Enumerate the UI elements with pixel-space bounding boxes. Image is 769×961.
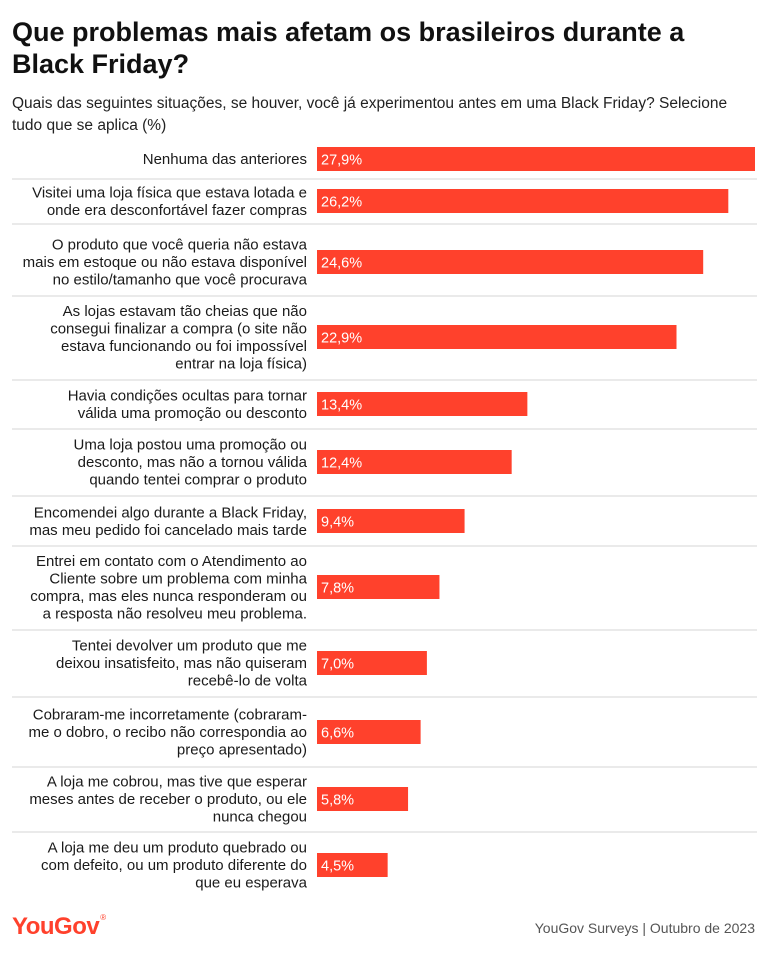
- bar: [317, 189, 729, 213]
- bar: [317, 147, 755, 171]
- category-label-line: Tentei devolver um produto que me: [72, 638, 307, 655]
- bar-row: 5,8% A loja me cobrou, mas tive que esper…: [29, 774, 409, 826]
- bar-row: 22,9% As lojas estavam tão cheias que não…: [50, 303, 677, 373]
- category-label: Cobraram-me incorretamente (cobraram-me …: [28, 707, 307, 759]
- chart-title: Que problemas mais afetam os brasileiros…: [12, 17, 685, 79]
- bar-value-label: 22,9%: [321, 331, 362, 347]
- bar-value-label: 24,6%: [321, 256, 362, 272]
- bar: [317, 853, 388, 877]
- category-label-line: que eu esperava: [195, 875, 307, 892]
- category-label-line: onde era desconfortável fazer compras: [47, 202, 307, 219]
- bar: [317, 575, 440, 599]
- category-label: Visitei uma loja física que estava lotad…: [32, 184, 307, 219]
- bar-row: 27,9% Nenhuma das anteriores: [143, 147, 755, 171]
- bar: [317, 392, 528, 416]
- category-label-line: Cobraram-me incorretamente (cobraram-: [33, 707, 307, 724]
- category-label: A loja me cobrou, mas tive que esperar me…: [29, 774, 307, 826]
- bar-row: 12,4% Uma loja postou uma promoção ou desc…: [74, 437, 512, 489]
- category-label-line: Nenhuma das anteriores: [143, 151, 307, 168]
- category-label-line: me o dobro, o recibo não correspondia ao: [28, 724, 307, 741]
- category-label-line: recebê-lo de volta: [188, 673, 308, 690]
- bar: [317, 720, 421, 744]
- bar-row: 7,8% Entrei em contato com o Atendimento …: [30, 553, 440, 623]
- source-note: YouGov Surveys | Outubro de 2023: [534, 920, 755, 936]
- bar-row: 7,0% Tentei devolver um produto que me dei…: [56, 638, 427, 690]
- category-label-line: desconto, mas não a tornou válida: [78, 454, 308, 471]
- category-label: A loja me deu um produto quebrado ou com …: [41, 840, 308, 892]
- category-label-line: válida uma promoção ou desconto: [78, 405, 307, 422]
- bar-value-label: 4,5%: [321, 859, 354, 875]
- category-label-line: compra, mas eles nunca responderam ou: [30, 588, 307, 605]
- category-label-line: quando tentei comprar o produto: [89, 472, 307, 489]
- bar: [317, 325, 677, 349]
- category-label-line: mas meu pedido foi cancelado mais tarde: [29, 522, 307, 539]
- category-label-line: Cliente sobre um problema com minha: [49, 570, 307, 587]
- category-label-line: mais em estoque ou não estava disponível: [23, 254, 307, 271]
- registered-mark: ®: [100, 913, 106, 922]
- bar: [317, 450, 512, 474]
- category-label-line: Uma loja postou uma promoção ou: [74, 437, 307, 454]
- category-label-line: consegui finalizar a compra (o site não: [50, 320, 307, 337]
- bar-value-label: 26,2%: [321, 195, 362, 211]
- yougov-logo: YouGov®: [12, 913, 106, 941]
- logo-text: YouGov: [12, 913, 100, 940]
- category-label-line: a resposta não resolveu meu problema.: [43, 605, 307, 622]
- category-label: O produto que você queria não estava mais…: [23, 237, 308, 289]
- bar-row: 24,6% O produto que você queria não estav…: [23, 237, 704, 289]
- bar-value-label: 9,4%: [321, 515, 354, 531]
- bar-row: 4,5% A loja me deu um produto quebrado ou…: [41, 840, 388, 892]
- category-label-line: com defeito, ou um produto diferente do: [41, 857, 307, 874]
- category-label-line: As lojas estavam tão cheias que não: [63, 303, 307, 320]
- bar: [317, 250, 704, 274]
- category-label: Encomendei algo durante a Black Friday, m…: [29, 504, 307, 539]
- category-label: Uma loja postou uma promoção ou desconto,…: [74, 437, 308, 489]
- category-label-line: deixou insatisfeito, mas não quiseram: [56, 655, 307, 672]
- bar-value-label: 6,6%: [321, 726, 354, 742]
- category-label-line: Visitei uma loja física que estava lotad…: [32, 184, 307, 201]
- bar: [317, 509, 465, 533]
- bar-row: 6,6% Cobraram-me incorretamente (cobraram…: [28, 707, 421, 759]
- category-label-line: Havia condições ocultas para tornar: [68, 387, 307, 404]
- bar-value-label: 13,4%: [321, 398, 362, 414]
- category-label-line: entrar na loja física): [175, 355, 307, 372]
- category-label: Nenhuma das anteriores: [143, 151, 307, 168]
- bar-value-label: 5,8%: [321, 793, 354, 809]
- bar-row: 9,4% Encomendei algo durante a Black Frid…: [29, 504, 465, 539]
- category-label-line: meses antes de receber o produto, ou ele: [29, 791, 307, 808]
- category-label-line: O produto que você queria não estava: [52, 237, 308, 254]
- bar: [317, 787, 409, 811]
- bar-value-label: 7,8%: [321, 581, 354, 597]
- category-label-line: Entrei em contato com o Atendimento ao: [36, 553, 307, 570]
- bar: [317, 651, 427, 675]
- bar-value-label: 27,9%: [321, 153, 362, 169]
- category-label: As lojas estavam tão cheias que não conse…: [50, 303, 307, 373]
- category-label-line: estava funcionando ou foi impossível: [61, 338, 307, 355]
- category-label-line: A loja me cobrou, mas tive que esperar: [47, 774, 307, 791]
- category-label: Havia condições ocultas para tornar válid…: [68, 387, 307, 422]
- category-label-line: preço apresentado): [177, 742, 307, 759]
- bar-value-label: 12,4%: [321, 456, 362, 472]
- bar-row: 13,4% Havia condições ocultas para tornar…: [68, 387, 528, 422]
- category-label: Entrei em contato com o Atendimento ao Cl…: [30, 553, 307, 623]
- category-label-line: A loja me deu um produto quebrado ou: [48, 840, 307, 857]
- category-label-line: no estilo/tamanho que você procurava: [53, 272, 308, 289]
- category-label: Tentei devolver um produto que me deixou …: [56, 638, 308, 690]
- category-label-line: Encomendei algo durante a Black Friday,: [34, 504, 307, 521]
- chart-subtitle: Quais das seguintes situações, se houver…: [12, 95, 728, 134]
- category-label-line: nunca chegou: [213, 809, 307, 826]
- bar-row: 26,2% Visitei uma loja física que estava …: [32, 184, 729, 219]
- bar-value-label: 7,0%: [321, 657, 354, 673]
